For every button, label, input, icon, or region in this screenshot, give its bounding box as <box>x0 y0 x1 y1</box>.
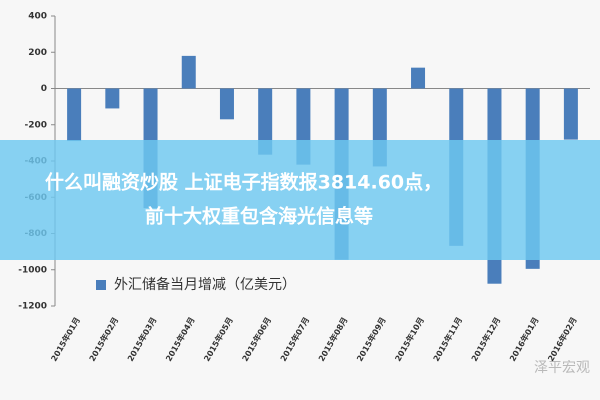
bar <box>105 88 120 109</box>
y-tick-label: -1200 <box>18 302 47 312</box>
bar <box>563 88 578 140</box>
watermark: 泽平宏观 <box>534 360 590 376</box>
bar <box>411 67 426 89</box>
legend-label: 外汇储备当月增减（亿美元） <box>114 276 296 293</box>
bar <box>258 88 273 155</box>
legend-swatch <box>96 280 106 290</box>
y-tick-label: 400 <box>28 12 47 22</box>
bar <box>181 55 196 89</box>
banner-text: 什么叫融资炒股 上证电子指数报3814.60点， <box>45 171 442 194</box>
y-tick-label: -200 <box>24 120 47 130</box>
y-tick-label: -1000 <box>18 265 47 275</box>
banner <box>0 140 600 260</box>
y-tick-label: 0 <box>41 84 47 94</box>
bar <box>67 88 82 142</box>
bar <box>219 88 234 120</box>
y-tick-label: 200 <box>28 48 47 58</box>
banner-text: 前十大权重包含海光信息等 <box>145 205 373 228</box>
